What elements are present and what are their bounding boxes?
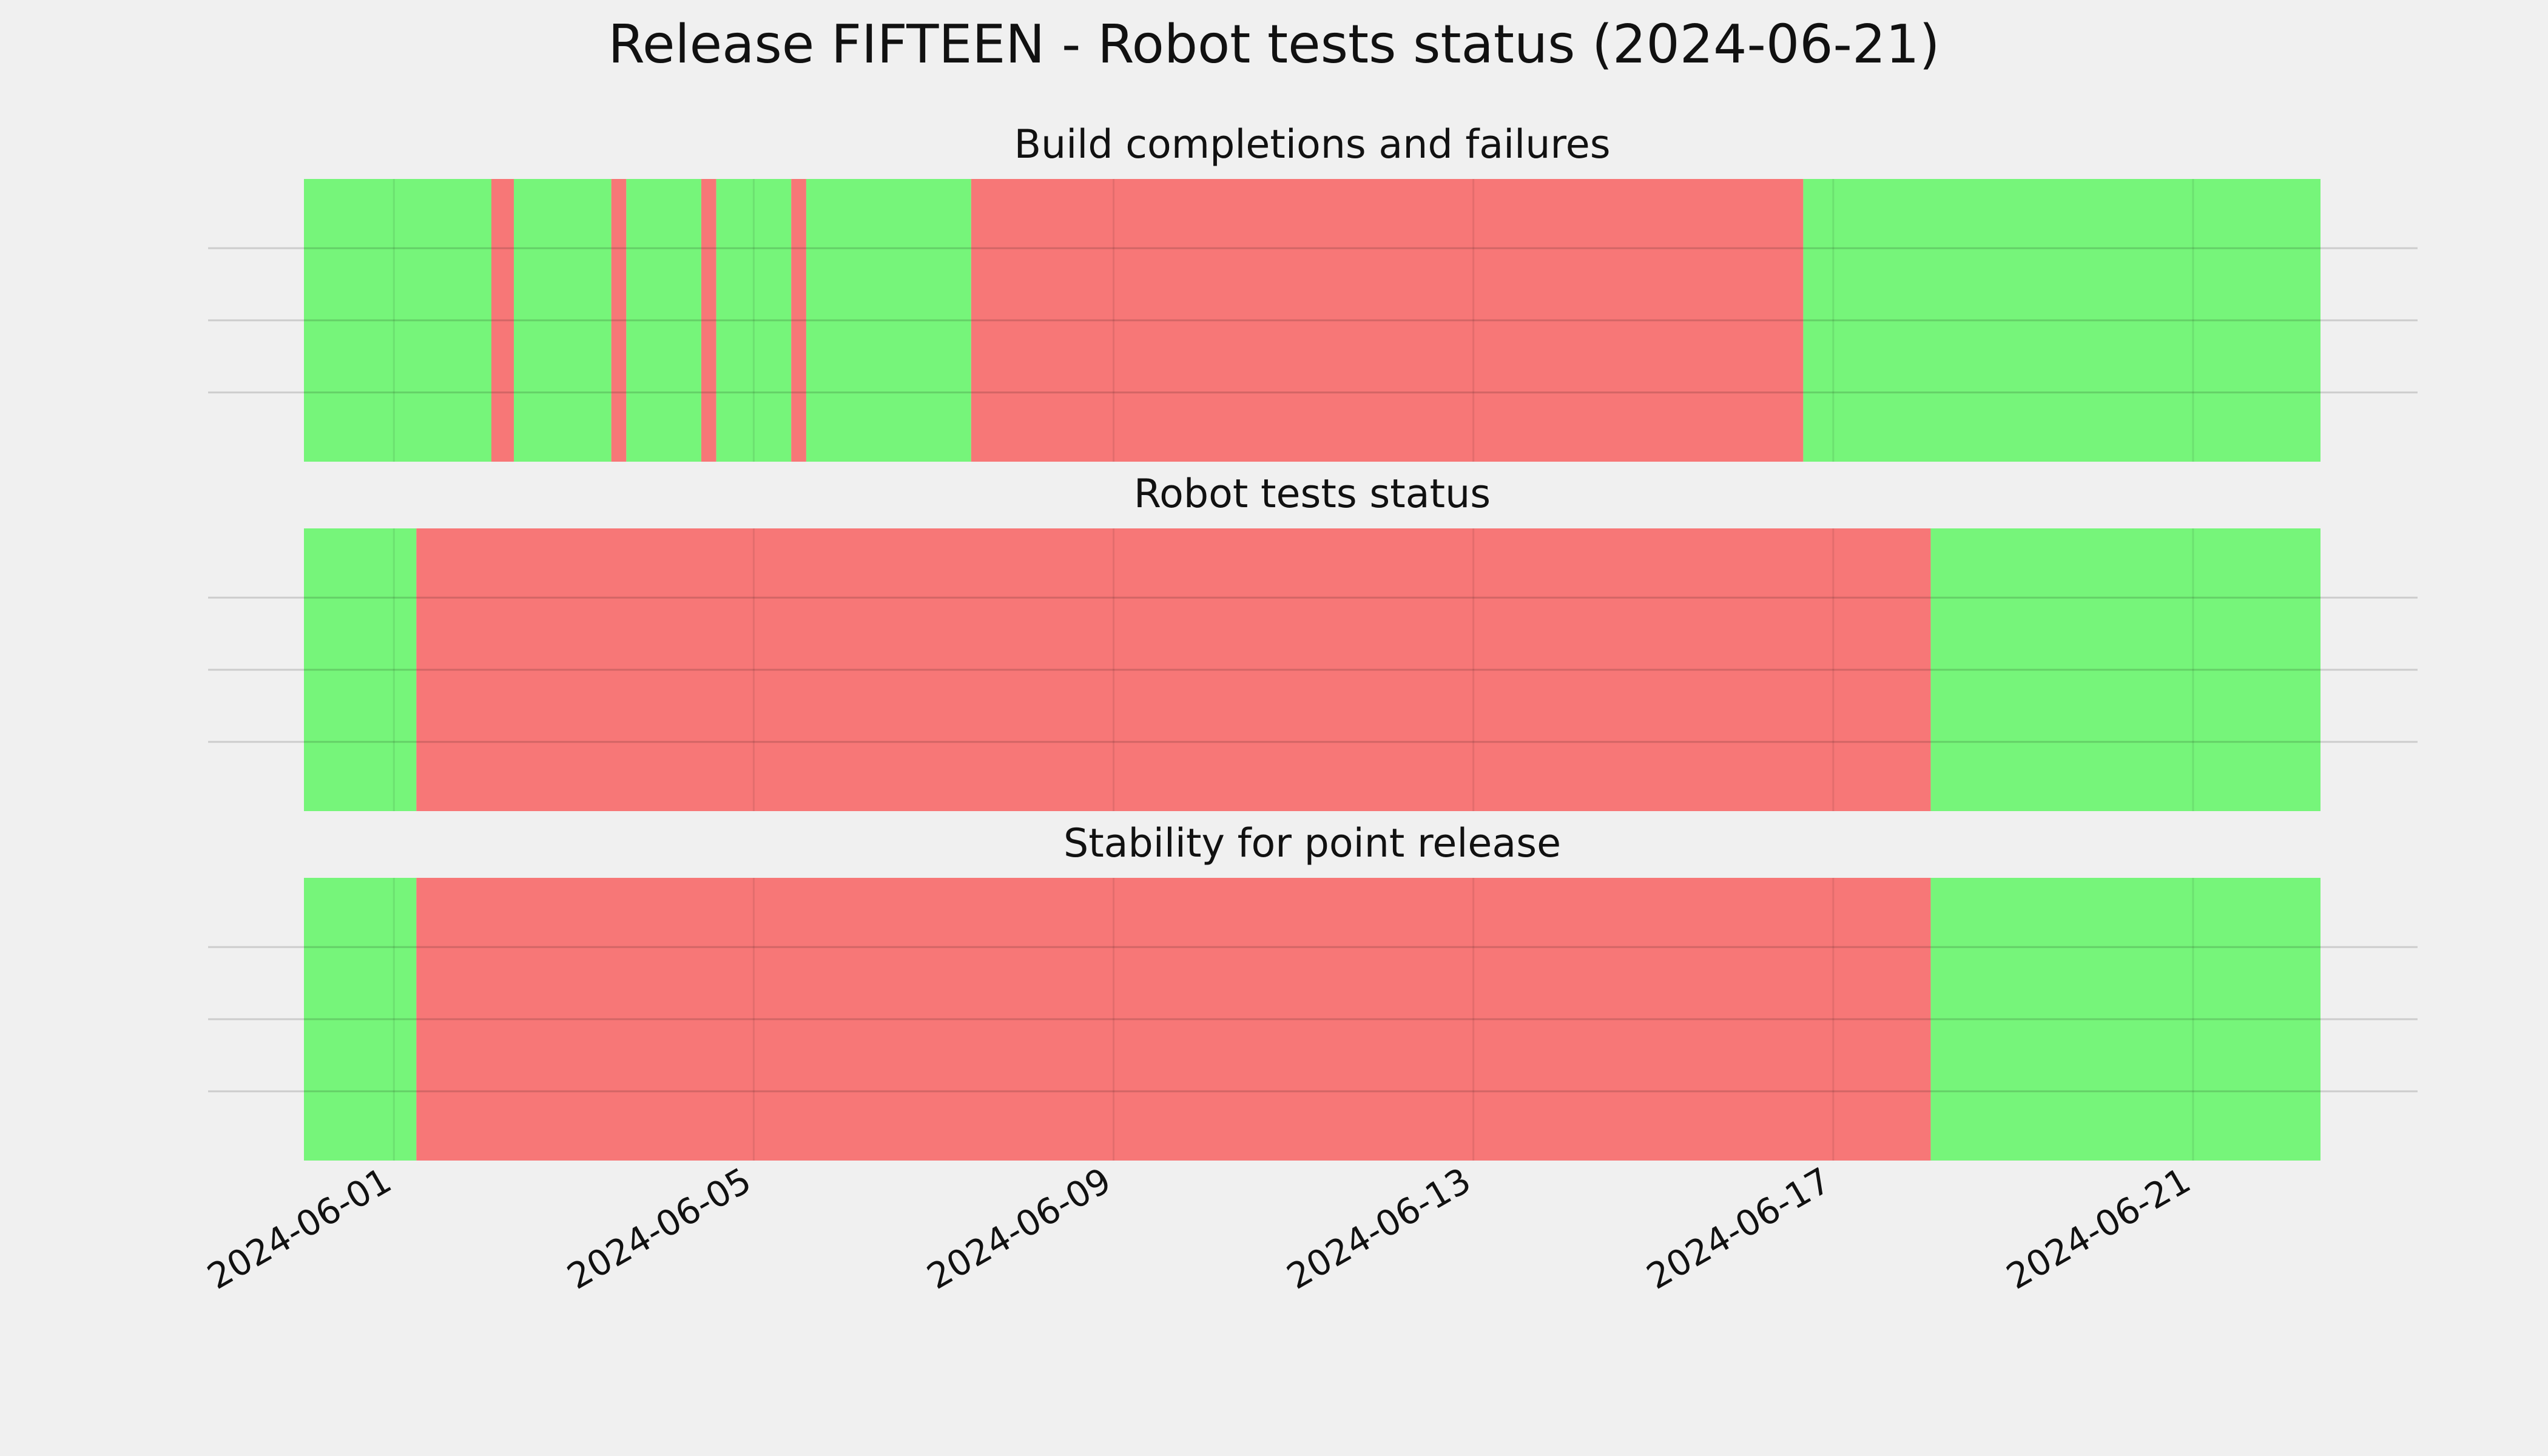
segment-pass <box>1930 878 2320 1161</box>
panel-3: Stability for point release <box>208 821 2418 1161</box>
x-tick-label: 2024-06-17 <box>1640 1159 1838 1297</box>
segment-pass <box>304 528 417 811</box>
segment-fail <box>416 878 1931 1161</box>
segment-pass <box>626 179 701 462</box>
segment-fail <box>971 179 1804 462</box>
segment-fail <box>791 179 806 462</box>
segment-pass <box>716 179 792 462</box>
segment-pass <box>1930 528 2320 811</box>
panel-2: Robot tests status <box>208 471 2418 811</box>
segment-pass <box>513 179 612 462</box>
segment-fail <box>491 179 514 462</box>
x-axis: 2024-06-01 2024-06-05 2024-06-09 2024-06-13… <box>200 1159 2197 1297</box>
segment-pass <box>304 878 417 1161</box>
segment-fail <box>701 179 716 462</box>
x-tick-label: 2024-06-05 <box>560 1159 758 1297</box>
panels-layer: Build completions and failures Robot test… <box>208 122 2418 1161</box>
x-tick-label: 2024-06-01 <box>200 1159 398 1297</box>
segment-pass <box>806 179 971 462</box>
x-tick-label: 2024-06-21 <box>2000 1159 2197 1297</box>
panel-title: Stability for point release <box>1063 821 1561 866</box>
x-tick-label: 2024-06-09 <box>920 1159 1118 1297</box>
chart-title: Release FIFTEEN - Robot tests status (20… <box>608 13 1940 75</box>
segment-fail <box>611 179 627 462</box>
panel-title: Robot tests status <box>1134 471 1491 517</box>
x-tick-label: 2024-06-13 <box>1280 1159 1478 1297</box>
segment-pass <box>304 179 496 462</box>
panel-1: Build completions and failures <box>208 122 2418 462</box>
panel-title: Build completions and failures <box>1014 122 1610 167</box>
segment-pass <box>1803 179 2320 462</box>
segment-fail <box>416 528 1931 811</box>
